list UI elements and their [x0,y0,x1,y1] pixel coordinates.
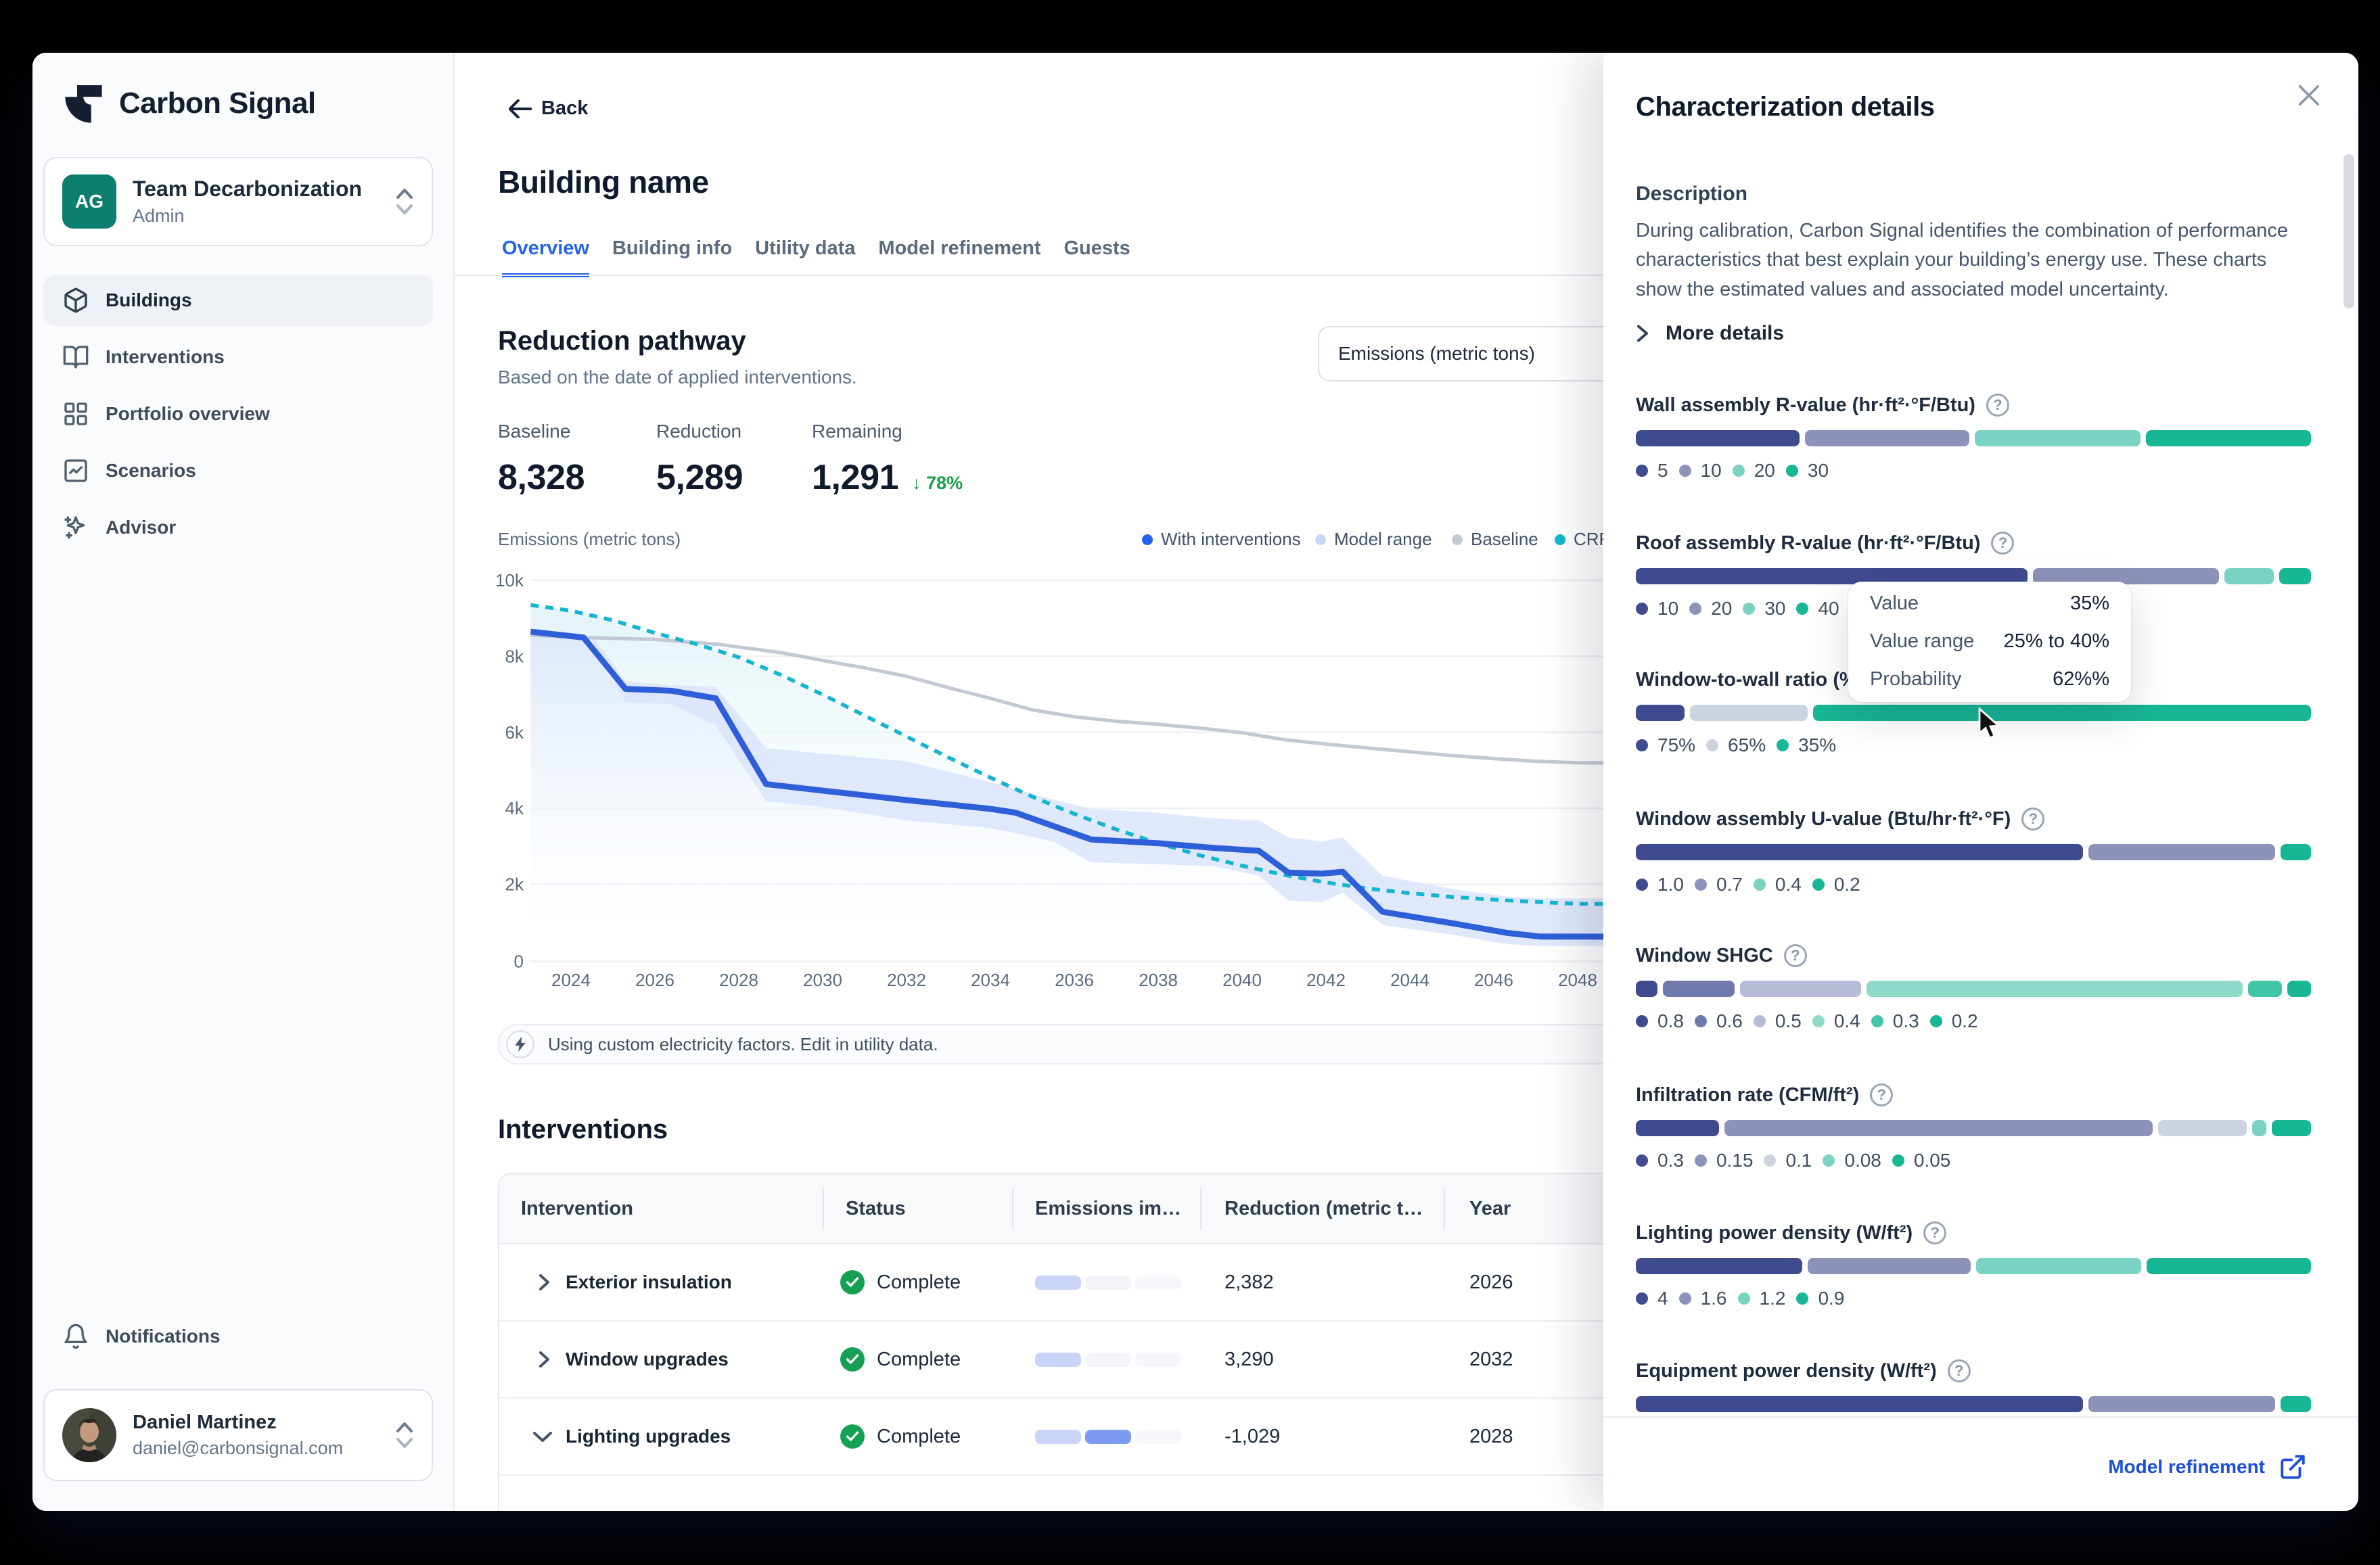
svg-text:6k: 6k [505,722,524,743]
svg-text:2026: 2026 [635,970,674,990]
svg-text:2k: 2k [505,874,524,895]
svg-text:2042: 2042 [1306,970,1346,990]
svg-text:8k: 8k [505,646,524,666]
svg-text:2032: 2032 [887,970,926,990]
svg-text:2034: 2034 [971,970,1010,990]
svg-text:2024: 2024 [551,970,591,990]
svg-text:2046: 2046 [1474,970,1513,990]
svg-text:4k: 4k [505,798,524,818]
svg-text:10k: 10k [495,570,524,590]
svg-text:2038: 2038 [1139,970,1178,990]
svg-text:2036: 2036 [1055,970,1094,990]
svg-text:2040: 2040 [1222,970,1262,990]
svg-text:0: 0 [514,951,524,971]
svg-text:2028: 2028 [719,970,758,990]
svg-text:2044: 2044 [1390,970,1429,990]
svg-text:2030: 2030 [803,970,842,990]
svg-text:2048: 2048 [1558,970,1597,990]
